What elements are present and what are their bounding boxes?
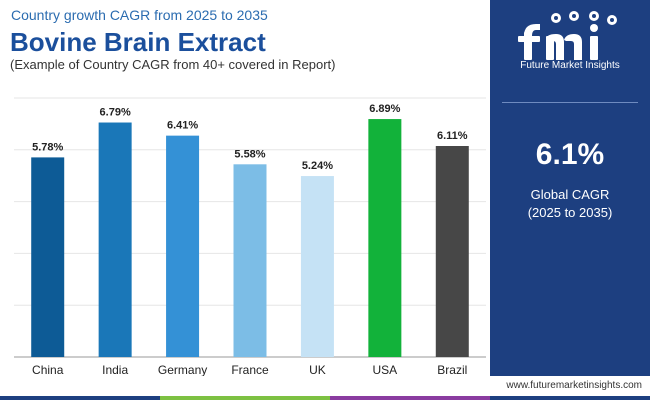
sidebar-panel: Future Market Insights 6.1% Global CAGR … <box>490 0 650 376</box>
sidebar-divider-top <box>502 102 638 103</box>
chart-header: Country growth CAGR from 2025 to 2035 Bo… <box>0 0 490 86</box>
bar-chart: 5.78% China 6.79% India 6.41% Germany 5.58% Fra… <box>14 97 486 376</box>
website-url: www.futuremarketinsights.com <box>506 380 642 391</box>
strip-segment-2 <box>160 396 330 400</box>
fmi-logo-icon <box>518 11 617 60</box>
bar-usa <box>368 119 402 357</box>
bar-india <box>98 122 132 357</box>
value-label-india: 6.79% <box>100 107 131 119</box>
bar-china <box>31 157 65 357</box>
x-tick-label-uk: UK <box>309 363 326 376</box>
plot-area: 5.78% China 6.79% India 6.41% Germany 5.58% Fra… <box>0 86 490 396</box>
x-tick-label-germany: Germany <box>158 363 207 376</box>
footer-color-strip <box>0 396 650 400</box>
strip-segment-4 <box>490 396 650 400</box>
bar-uk <box>300 176 334 357</box>
x-tick-label-india: India <box>102 363 128 376</box>
global-cagr-label-line2: (2025 to 2035) <box>527 205 613 220</box>
strip-segment-3 <box>330 396 490 400</box>
logo-text: Future Market Insights <box>520 60 620 71</box>
x-tick-label-brazil: Brazil <box>437 363 467 376</box>
x-tick-label-france: France <box>231 363 269 376</box>
bar-france <box>233 164 267 357</box>
bar-brazil <box>435 146 469 357</box>
value-label-usa: 6.89% <box>369 103 400 115</box>
x-tick-label-china: China <box>32 363 64 376</box>
value-label-france: 5.58% <box>234 148 265 160</box>
value-label-uk: 5.24% <box>302 160 333 172</box>
global-cagr-label-line1: Global CAGR <box>530 187 610 202</box>
chart-title: Bovine Brain Extract <box>10 27 266 57</box>
bar-germany <box>166 135 200 357</box>
value-label-brazil: 6.11% <box>437 130 468 142</box>
value-label-china: 5.78% <box>32 141 63 153</box>
chart-note: (Example of Country CAGR from 40+ covere… <box>10 57 336 72</box>
value-label-germany: 6.41% <box>167 120 198 132</box>
x-tick-label-usa: USA <box>373 363 398 376</box>
footer: www.futuremarketinsights.com <box>0 376 650 400</box>
strip-segment-1 <box>0 396 160 400</box>
global-cagr-label: Global CAGR (2025 to 2035) <box>490 186 650 222</box>
chart-subtitle: Country growth CAGR from 2025 to 2035 <box>11 7 268 23</box>
global-cagr-value: 6.1% <box>535 138 605 171</box>
